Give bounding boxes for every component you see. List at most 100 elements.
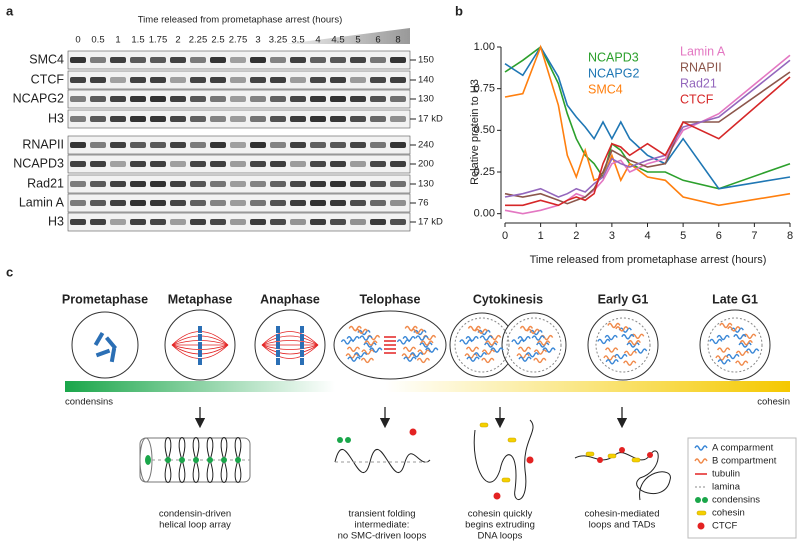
lane-label: 4.5 xyxy=(331,35,344,46)
band xyxy=(310,96,326,102)
protein-label: H3 xyxy=(48,111,64,125)
chromatin xyxy=(415,335,429,341)
band xyxy=(190,96,206,102)
lane-label: 3.25 xyxy=(269,35,288,46)
lane-label: 2.75 xyxy=(229,35,248,46)
band xyxy=(230,96,246,102)
chromatin xyxy=(615,326,629,332)
chromatin xyxy=(473,352,487,358)
band xyxy=(250,161,266,167)
spindle xyxy=(261,344,319,350)
y-axis-label: Relative protein to H3 xyxy=(469,79,481,185)
chromosome xyxy=(276,342,280,349)
chromatin xyxy=(597,338,611,345)
band xyxy=(90,96,106,102)
chromosome xyxy=(95,348,111,358)
legend-entry: CTCF xyxy=(680,92,714,106)
chromosome xyxy=(198,358,202,365)
band xyxy=(210,142,226,148)
band xyxy=(190,200,206,206)
panel-label: b xyxy=(455,3,463,18)
chromatin xyxy=(531,335,545,341)
chromatin xyxy=(477,329,491,336)
band xyxy=(110,142,126,148)
chromosome xyxy=(93,331,105,347)
band xyxy=(90,161,106,167)
band xyxy=(390,77,406,83)
chromatin xyxy=(490,347,504,353)
band xyxy=(130,77,146,83)
band xyxy=(270,57,286,63)
legend-entry: Rad21 xyxy=(680,76,717,90)
chromatin xyxy=(419,342,433,348)
chromosome xyxy=(300,358,304,365)
chromosome xyxy=(104,336,118,350)
chromatin xyxy=(719,322,733,329)
legend-entry: SMC4 xyxy=(588,82,623,96)
band xyxy=(390,116,406,122)
series-line xyxy=(504,44,791,207)
band xyxy=(270,161,286,167)
band xyxy=(150,200,166,206)
chromatin xyxy=(709,338,723,345)
chromosome xyxy=(276,326,280,333)
protein-label: SMC4 xyxy=(29,52,64,66)
legend-icon xyxy=(697,522,705,530)
band xyxy=(190,57,206,63)
legend-entry: condensins xyxy=(712,495,760,506)
lane-label: 1.5 xyxy=(131,35,144,46)
marker-label: 130 xyxy=(418,94,434,105)
band xyxy=(250,77,266,83)
chromatin xyxy=(465,346,480,352)
lamina xyxy=(506,317,562,373)
series-line xyxy=(504,45,791,190)
marker-label: 240 xyxy=(418,140,434,151)
lamina xyxy=(707,317,763,373)
spindle xyxy=(261,331,319,346)
band xyxy=(130,219,146,225)
protein-label: Lamin A xyxy=(19,195,65,209)
band xyxy=(250,142,266,148)
band xyxy=(210,200,226,206)
time-wedge xyxy=(285,28,410,44)
chromatin xyxy=(517,336,531,342)
band xyxy=(110,181,126,187)
band xyxy=(370,200,386,206)
marker-label: 150 xyxy=(418,55,434,66)
condensin xyxy=(345,437,351,443)
band xyxy=(230,219,246,225)
band xyxy=(110,57,126,63)
band xyxy=(310,57,326,63)
band xyxy=(370,57,386,63)
chromatin xyxy=(533,349,548,355)
chromatin xyxy=(519,325,534,332)
band xyxy=(170,219,186,225)
chromatin xyxy=(481,349,496,355)
stage-title: Metaphase xyxy=(168,292,233,306)
x-tick-label: 0 xyxy=(502,230,508,242)
chromatin xyxy=(537,340,551,346)
chromatin xyxy=(353,352,368,358)
chromatin xyxy=(618,327,632,333)
band xyxy=(270,77,286,83)
legend-icon xyxy=(696,510,707,516)
condensin xyxy=(221,457,227,463)
fold xyxy=(334,448,431,473)
chromatin xyxy=(542,347,556,353)
chromatin xyxy=(525,352,539,358)
chromatin xyxy=(402,336,416,342)
chromatin xyxy=(626,342,640,348)
x-tick-label: 5 xyxy=(680,230,686,242)
chromatin xyxy=(481,357,495,364)
caption: intermediate: xyxy=(355,520,410,531)
band xyxy=(70,57,86,63)
band xyxy=(290,200,306,206)
caption: begins extruding xyxy=(465,520,535,531)
band xyxy=(130,181,146,187)
band xyxy=(190,116,206,122)
band xyxy=(90,57,106,63)
spindle xyxy=(261,344,319,355)
band xyxy=(330,219,346,225)
band xyxy=(270,116,286,122)
band xyxy=(330,96,346,102)
